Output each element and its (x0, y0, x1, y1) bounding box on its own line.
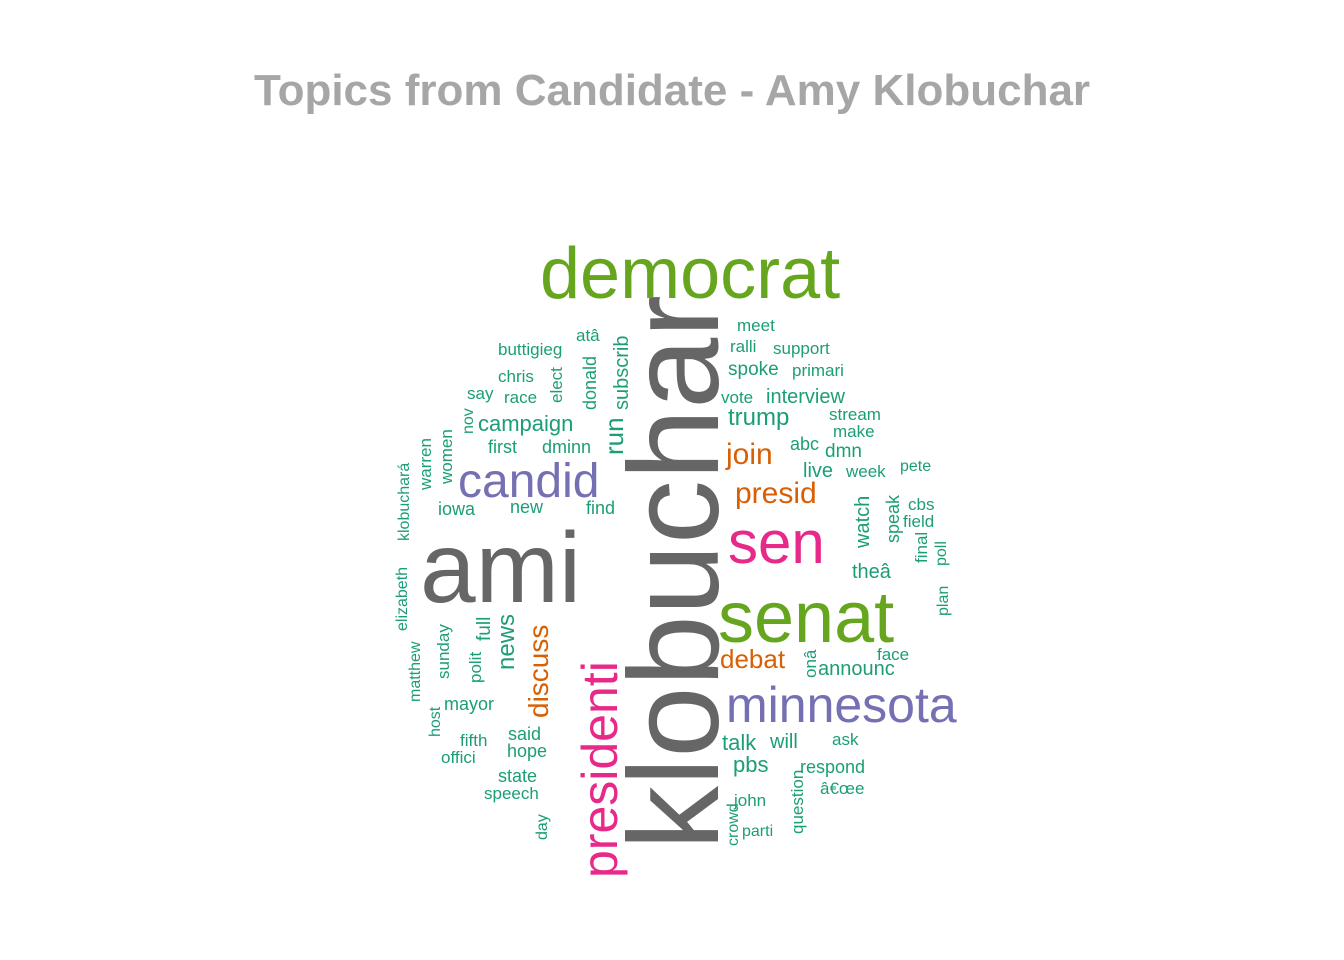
word-74: mayor (444, 694, 494, 714)
word-27: vote (721, 388, 753, 407)
word-20: spoke (728, 359, 779, 380)
word-23: meet (737, 316, 775, 335)
word-31: dmn (825, 441, 862, 462)
word-50: question (788, 770, 807, 834)
word-54: buttigieg (498, 340, 562, 359)
word-2: democrat (540, 234, 840, 314)
word-26: primari (792, 361, 844, 380)
word-47: respond (800, 757, 865, 777)
word-61: nov (460, 408, 477, 434)
word-4: sen (728, 509, 825, 576)
word-59: first (488, 437, 517, 457)
word-34: pete (900, 458, 931, 475)
word-63: warren (416, 438, 435, 491)
word-10: debat (720, 644, 786, 674)
word-30: abc (790, 434, 819, 454)
word-75: fifth (460, 731, 487, 750)
word-18: talk (722, 730, 757, 755)
word-38: field (903, 512, 934, 531)
word-65: iowa (438, 499, 476, 519)
word-53: atâ (576, 326, 600, 345)
word-51: crowd (725, 803, 742, 846)
word-43: face (877, 645, 909, 664)
word-48: â€œe (820, 779, 864, 798)
word-42: plan (935, 586, 952, 616)
word-35: watch (852, 496, 874, 549)
word-72: matthew (407, 641, 424, 702)
word-17: announc (818, 658, 895, 680)
word-80: speech (484, 784, 539, 803)
word-52: parti (742, 823, 773, 840)
word-36: speak (883, 494, 903, 543)
word-21: subscrib (611, 336, 633, 410)
word-9: join (725, 438, 773, 471)
word-57: say (467, 384, 494, 403)
word-25: support (773, 339, 830, 358)
word-60: dminn (542, 437, 591, 457)
word-68: elizabeth (394, 567, 411, 631)
word-3: senat (718, 578, 894, 658)
word-24: ralli (730, 337, 756, 356)
word-7: candid (458, 455, 599, 508)
word-71: sunday (434, 624, 453, 679)
word-0: klobuchar (603, 295, 746, 850)
word-77: said (508, 724, 541, 744)
word-13: run (599, 417, 629, 455)
word-6: minnesota (726, 677, 957, 733)
word-67: find (586, 498, 615, 518)
word-28: stream (829, 405, 881, 424)
chart-title: Topics from Candidate - Amy Klobuchar (253, 66, 1091, 115)
word-66: new (510, 497, 544, 517)
word-22: donald (580, 356, 600, 410)
word-39: final (912, 532, 931, 563)
word-19: pbs (733, 752, 768, 777)
word-8: presid (735, 477, 817, 510)
word-56: elect (547, 367, 566, 403)
word-45: will (769, 731, 798, 753)
word-15: interview (766, 386, 845, 408)
word-5: presidenti (572, 661, 628, 878)
word-37: cbs (908, 495, 934, 514)
word-32: live (803, 460, 833, 482)
word-78: hope (507, 741, 547, 761)
word-64: klobuchará (396, 463, 413, 541)
word-73: host (427, 706, 444, 737)
word-29: make (833, 422, 875, 441)
word-16: news (493, 614, 520, 670)
word-44: onâ (801, 649, 820, 678)
word-81: day (534, 814, 551, 840)
word-70: polit (466, 652, 485, 683)
word-79: state (498, 766, 537, 786)
word-12: campaign (478, 411, 573, 436)
word-49: john (733, 791, 766, 810)
word-58: race (504, 388, 537, 407)
word-40: poll (933, 541, 950, 566)
word-14: trump (728, 404, 789, 431)
word-55: chris (498, 367, 534, 386)
word-33: week (845, 462, 886, 481)
word-41: theâ (852, 561, 892, 583)
word-1: ami (420, 512, 581, 624)
word-76: offici (441, 748, 476, 767)
word-46: ask (832, 730, 859, 749)
word-11: discuss (523, 625, 554, 718)
word-62: women (437, 429, 456, 485)
word-69: full (474, 617, 495, 641)
